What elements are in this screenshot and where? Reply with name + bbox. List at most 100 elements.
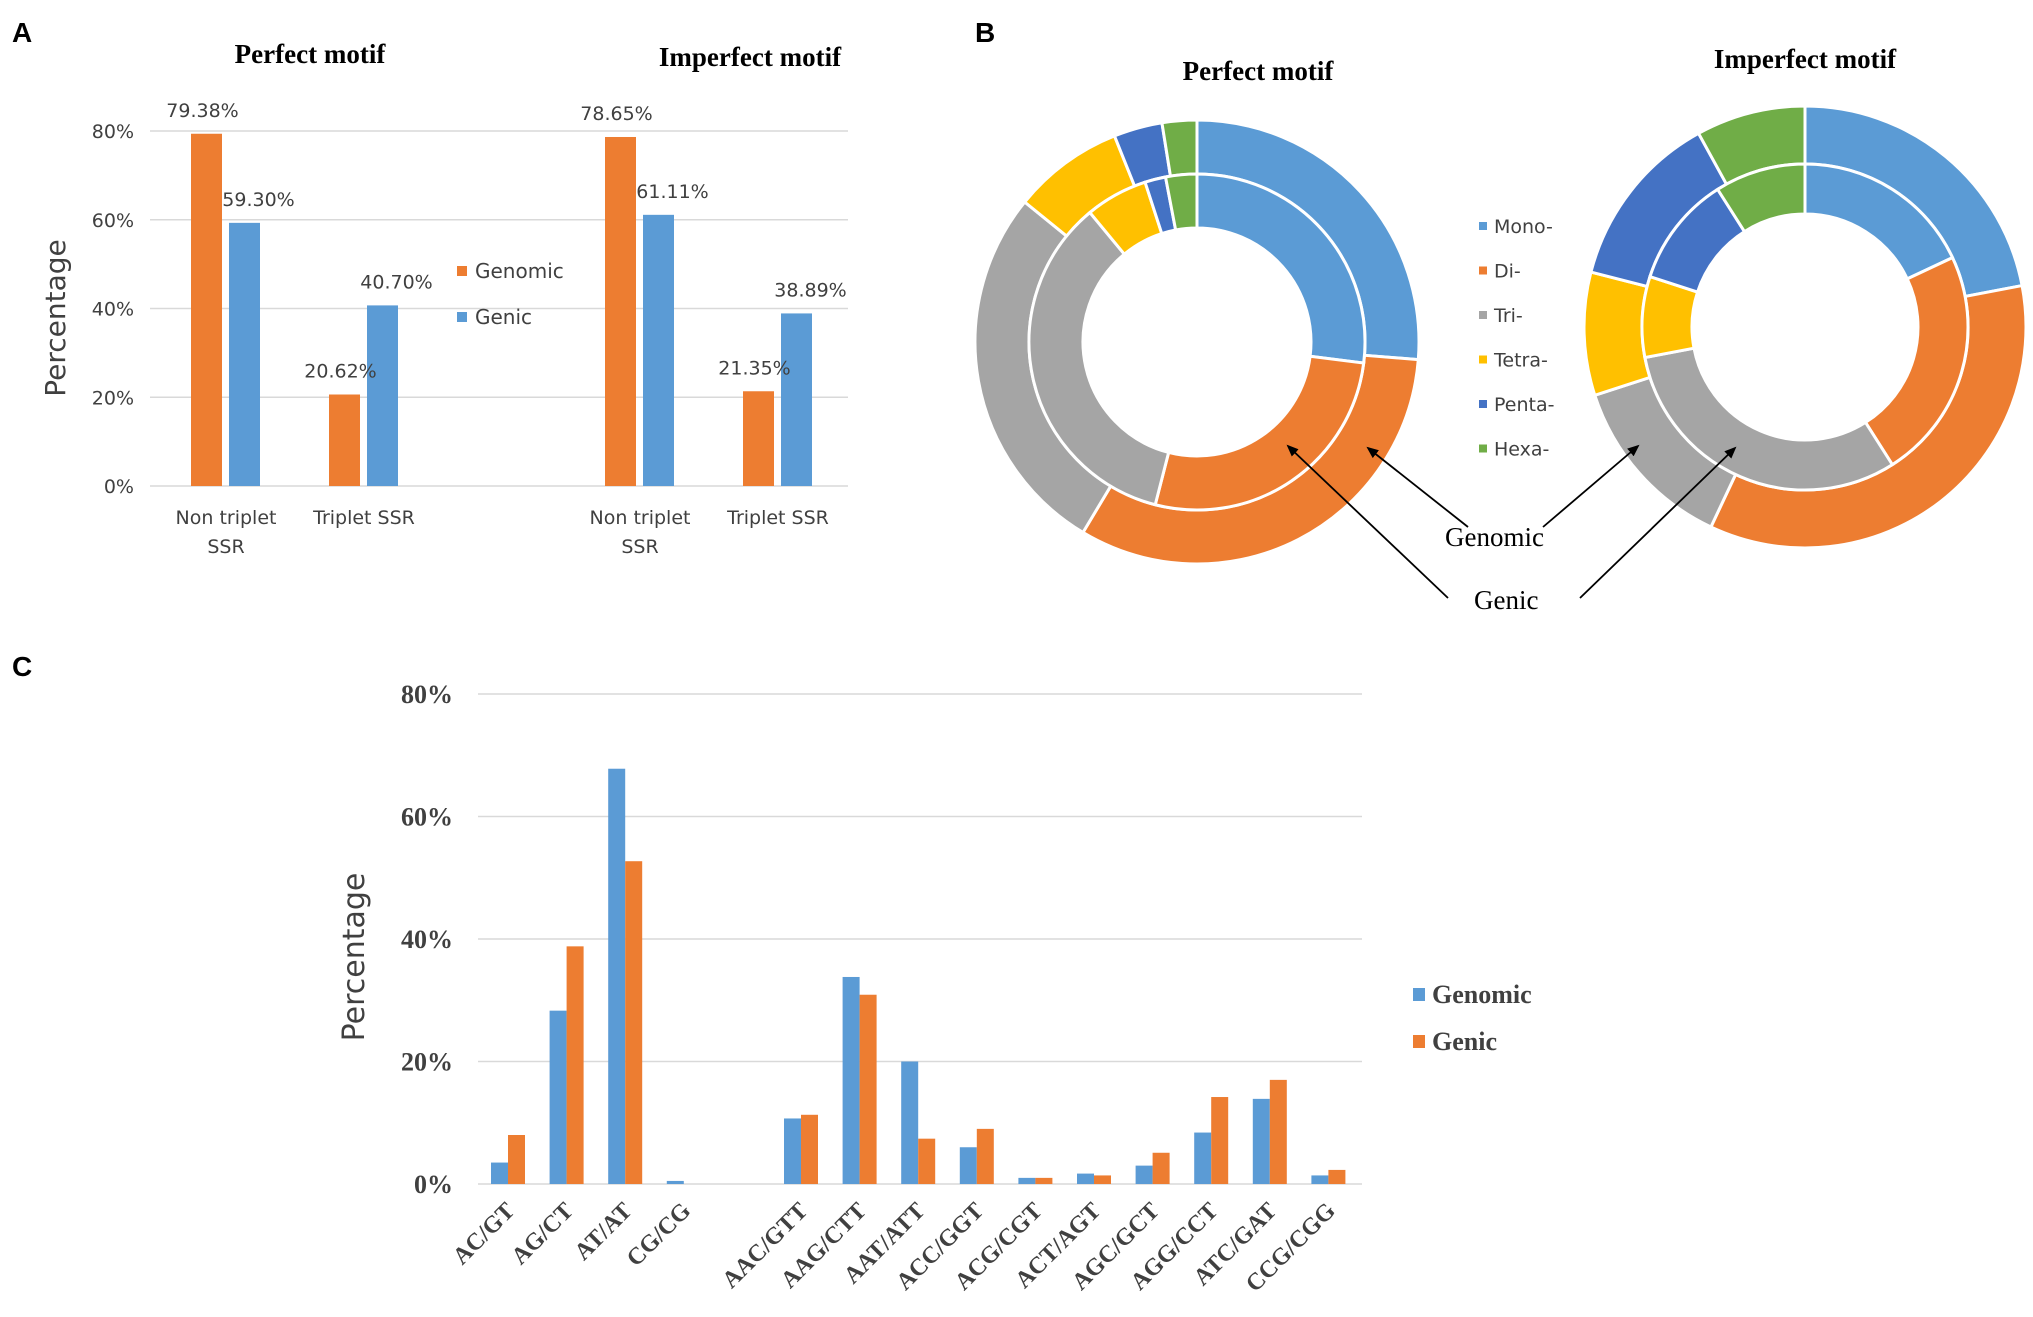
panel-a-data-label: 20.62% (304, 360, 376, 382)
panel-c-legend: Genomic Genic (1413, 980, 1532, 1056)
panel-b-title-imperfect: Imperfect motif (1714, 44, 1897, 74)
panel-c-bar-ac-gt-genomic (491, 1162, 508, 1184)
panel-b-annotation-genomic: Genomic (1445, 522, 1544, 552)
panel-c-bar-ac-gt-genic (508, 1135, 525, 1184)
panel-c-bar-at-at-genomic (608, 768, 626, 1184)
panel-a-y-tick-label: 0% (104, 476, 134, 498)
panel-c-bar-aac-gtt-genomic (784, 1118, 801, 1184)
panel-c-category-label: CG/CG (622, 1198, 696, 1272)
panel-a-y-tick-label: 60% (92, 210, 134, 232)
panel-a-category-labels: Non triplet SSR Triplet SSR Non triplet SSR T… (176, 507, 829, 558)
panel-a-gridlines (150, 130, 848, 487)
panel-c-bar-acg-cgt-genomic (1018, 1177, 1036, 1184)
panel-a-y-tick-label: 80% (92, 121, 134, 143)
panel-a-data-label: 79.38% (166, 100, 238, 122)
panel-b-imperfect-motif-genic-slice-hexa (1715, 162, 1807, 234)
panel-c-bar-ag-ct-genomic (549, 1010, 567, 1184)
panel-c-bar-agc-gct-genic (1152, 1152, 1170, 1184)
panel-a-data-label: 78.65% (580, 103, 652, 125)
panel-a-category-label: SSR (621, 536, 658, 558)
panel-b-imperfect-motif-genomic-slice-di (1708, 283, 2028, 550)
panel-c-bar-acg-cgt-genic (1035, 1177, 1053, 1184)
panel-c-y-tick-label: 60% (401, 803, 453, 832)
panel-b-arrow-genic-imperfect (1579, 446, 1737, 599)
panel-b-perfect-motif-genic-slice-tri (1027, 210, 1171, 507)
panel-a-bar-perfect-motif-genic-1 (367, 305, 398, 486)
panel-c-bar-atc-gat-genomic (1252, 1098, 1270, 1184)
panel-c-bar-agg-cct-genic (1211, 1097, 1229, 1184)
panel-b-legend-swatch-di (1479, 266, 1487, 275)
panel-a-legend-genic-label: Genic (475, 305, 532, 329)
panel-b-perfect-motif-genic-slice-mono (1195, 172, 1367, 365)
panel-letter-c: C (12, 651, 32, 682)
panel-c-bar-aac-gtt-genic (801, 1114, 818, 1184)
panel-b-arrow-genic-perfect (1286, 444, 1449, 599)
panel-b-perfect-motif-genic-slice-hexa (1163, 172, 1199, 232)
panel-a-bar-perfect-motif-genic-0 (229, 222, 260, 486)
panel-b-annotation-genic: Genic (1474, 585, 1538, 615)
panel-c-bar-act-agt-genomic (1077, 1173, 1094, 1184)
panel-a-title-imperfect: Imperfect motif (659, 42, 842, 72)
panel-letter-b: B (975, 17, 995, 48)
panel-c-bar-act-agt-genic (1094, 1175, 1111, 1184)
panel-a-bar-perfect-motif-genomic-0 (191, 133, 222, 486)
panel-c-bar-aag-ctt-genic (859, 994, 877, 1184)
panel-c-legend-genic-label: Genic (1432, 1027, 1497, 1056)
panel-b-arrow-genomic-perfect (1366, 446, 1469, 528)
panel-a-data-label: 61.11% (636, 181, 708, 203)
panel-c-y-ticks: 0% 20% 40% 60% 80% (401, 680, 453, 1199)
panel-b-legend-swatch-mono (1479, 222, 1487, 230)
panel-c-bar-ag-ct-genic (566, 946, 584, 1184)
panel-c-bar-aat-att-genomic (901, 1061, 919, 1184)
panel-c-bar-aag-ctt-genomic (842, 976, 860, 1184)
panel-b-legend-label-penta: Penta- (1494, 394, 1554, 416)
panel-a-data-label: 59.30% (222, 189, 294, 211)
panel-c-legend-genomic-label: Genomic (1432, 980, 1532, 1009)
panel-a-bar-imperfect-motif-genic-1 (781, 313, 812, 486)
panel-a-title-perfect: Perfect motif (235, 39, 387, 69)
panel-a-y-tick-label: 20% (92, 387, 134, 409)
panel-b-chart: Perfect motif Imperfect motif Mono- Di- Tr… (973, 44, 2028, 615)
panel-a-y-tick-label: 40% (92, 299, 134, 321)
panel-a-data-label: 40.70% (360, 271, 432, 293)
panel-b-imperfect-motif-genic-slice-tri (1643, 346, 1895, 492)
panel-b-legend-label-hexa: Hexa- (1494, 439, 1549, 461)
panel-b-legend-swatch-penta (1479, 400, 1487, 408)
panel-c-bar-acc-ggt-genic (976, 1128, 994, 1184)
panel-c-y-tick-label: 80% (401, 680, 453, 709)
panel-c-bar-cg-cg-genomic (666, 1180, 684, 1184)
panel-a-bar-imperfect-motif-genomic-1 (743, 391, 774, 486)
panel-a-category-label: Non triplet (176, 507, 277, 529)
panel-a-bars (191, 133, 812, 486)
panel-a-category-label: Non triplet (590, 507, 691, 529)
panel-b-arrow-genomic-imperfect (1542, 444, 1640, 528)
panel-b-legend: Mono- Di- Tri- Tetra- Penta- Hexa- (1479, 216, 1554, 461)
panel-b-donut-imperfect (1582, 104, 2028, 550)
panel-a-y-ticks: 0% 20% 40% 60% 80% (92, 121, 134, 498)
panel-b-legend-label-di: Di- (1494, 261, 1521, 283)
panel-b-imperfect-motif-genomic-slice-tetra (1582, 270, 1652, 398)
panel-c-y-tick-label: 0% (414, 1170, 453, 1199)
panel-b-legend-label-tetra: Tetra- (1493, 350, 1548, 372)
panel-b-perfect-motif-genic-slice-di (1153, 354, 1366, 512)
panel-a-legend-genic-swatch (457, 312, 467, 322)
panel-c-bars (491, 768, 1346, 1184)
panel-a-legend: Genomic Genic (457, 259, 564, 329)
panel-c-bar-acc-ggt-genomic (959, 1147, 977, 1184)
panel-a-data-label: 21.35% (718, 357, 790, 379)
panel-a-y-axis-label: Percentage (39, 239, 72, 397)
panel-c-category-label: AG/CT (507, 1198, 579, 1270)
panel-c-bar-aat-att-genic (918, 1138, 936, 1184)
panel-c-bar-agc-gct-genomic (1135, 1165, 1153, 1184)
panel-a-bar-imperfect-motif-genic-0 (643, 214, 674, 486)
panel-a-category-label: Triplet SSR (312, 507, 415, 529)
panel-b-legend-label-tri: Tri- (1493, 305, 1523, 327)
panel-a-category-label: Triplet SSR (726, 507, 829, 529)
panel-c-chart: Percentage 0% 20% 40% 60% 80% AC/GTAG/CTAT/A… (337, 680, 1532, 1297)
panel-b-legend-label-mono: Mono- (1494, 216, 1553, 238)
panel-a-data-label: 38.89% (774, 279, 846, 301)
panel-c-category-label: AC/GT (448, 1198, 520, 1270)
panel-b-legend-swatch-tri (1479, 311, 1487, 319)
